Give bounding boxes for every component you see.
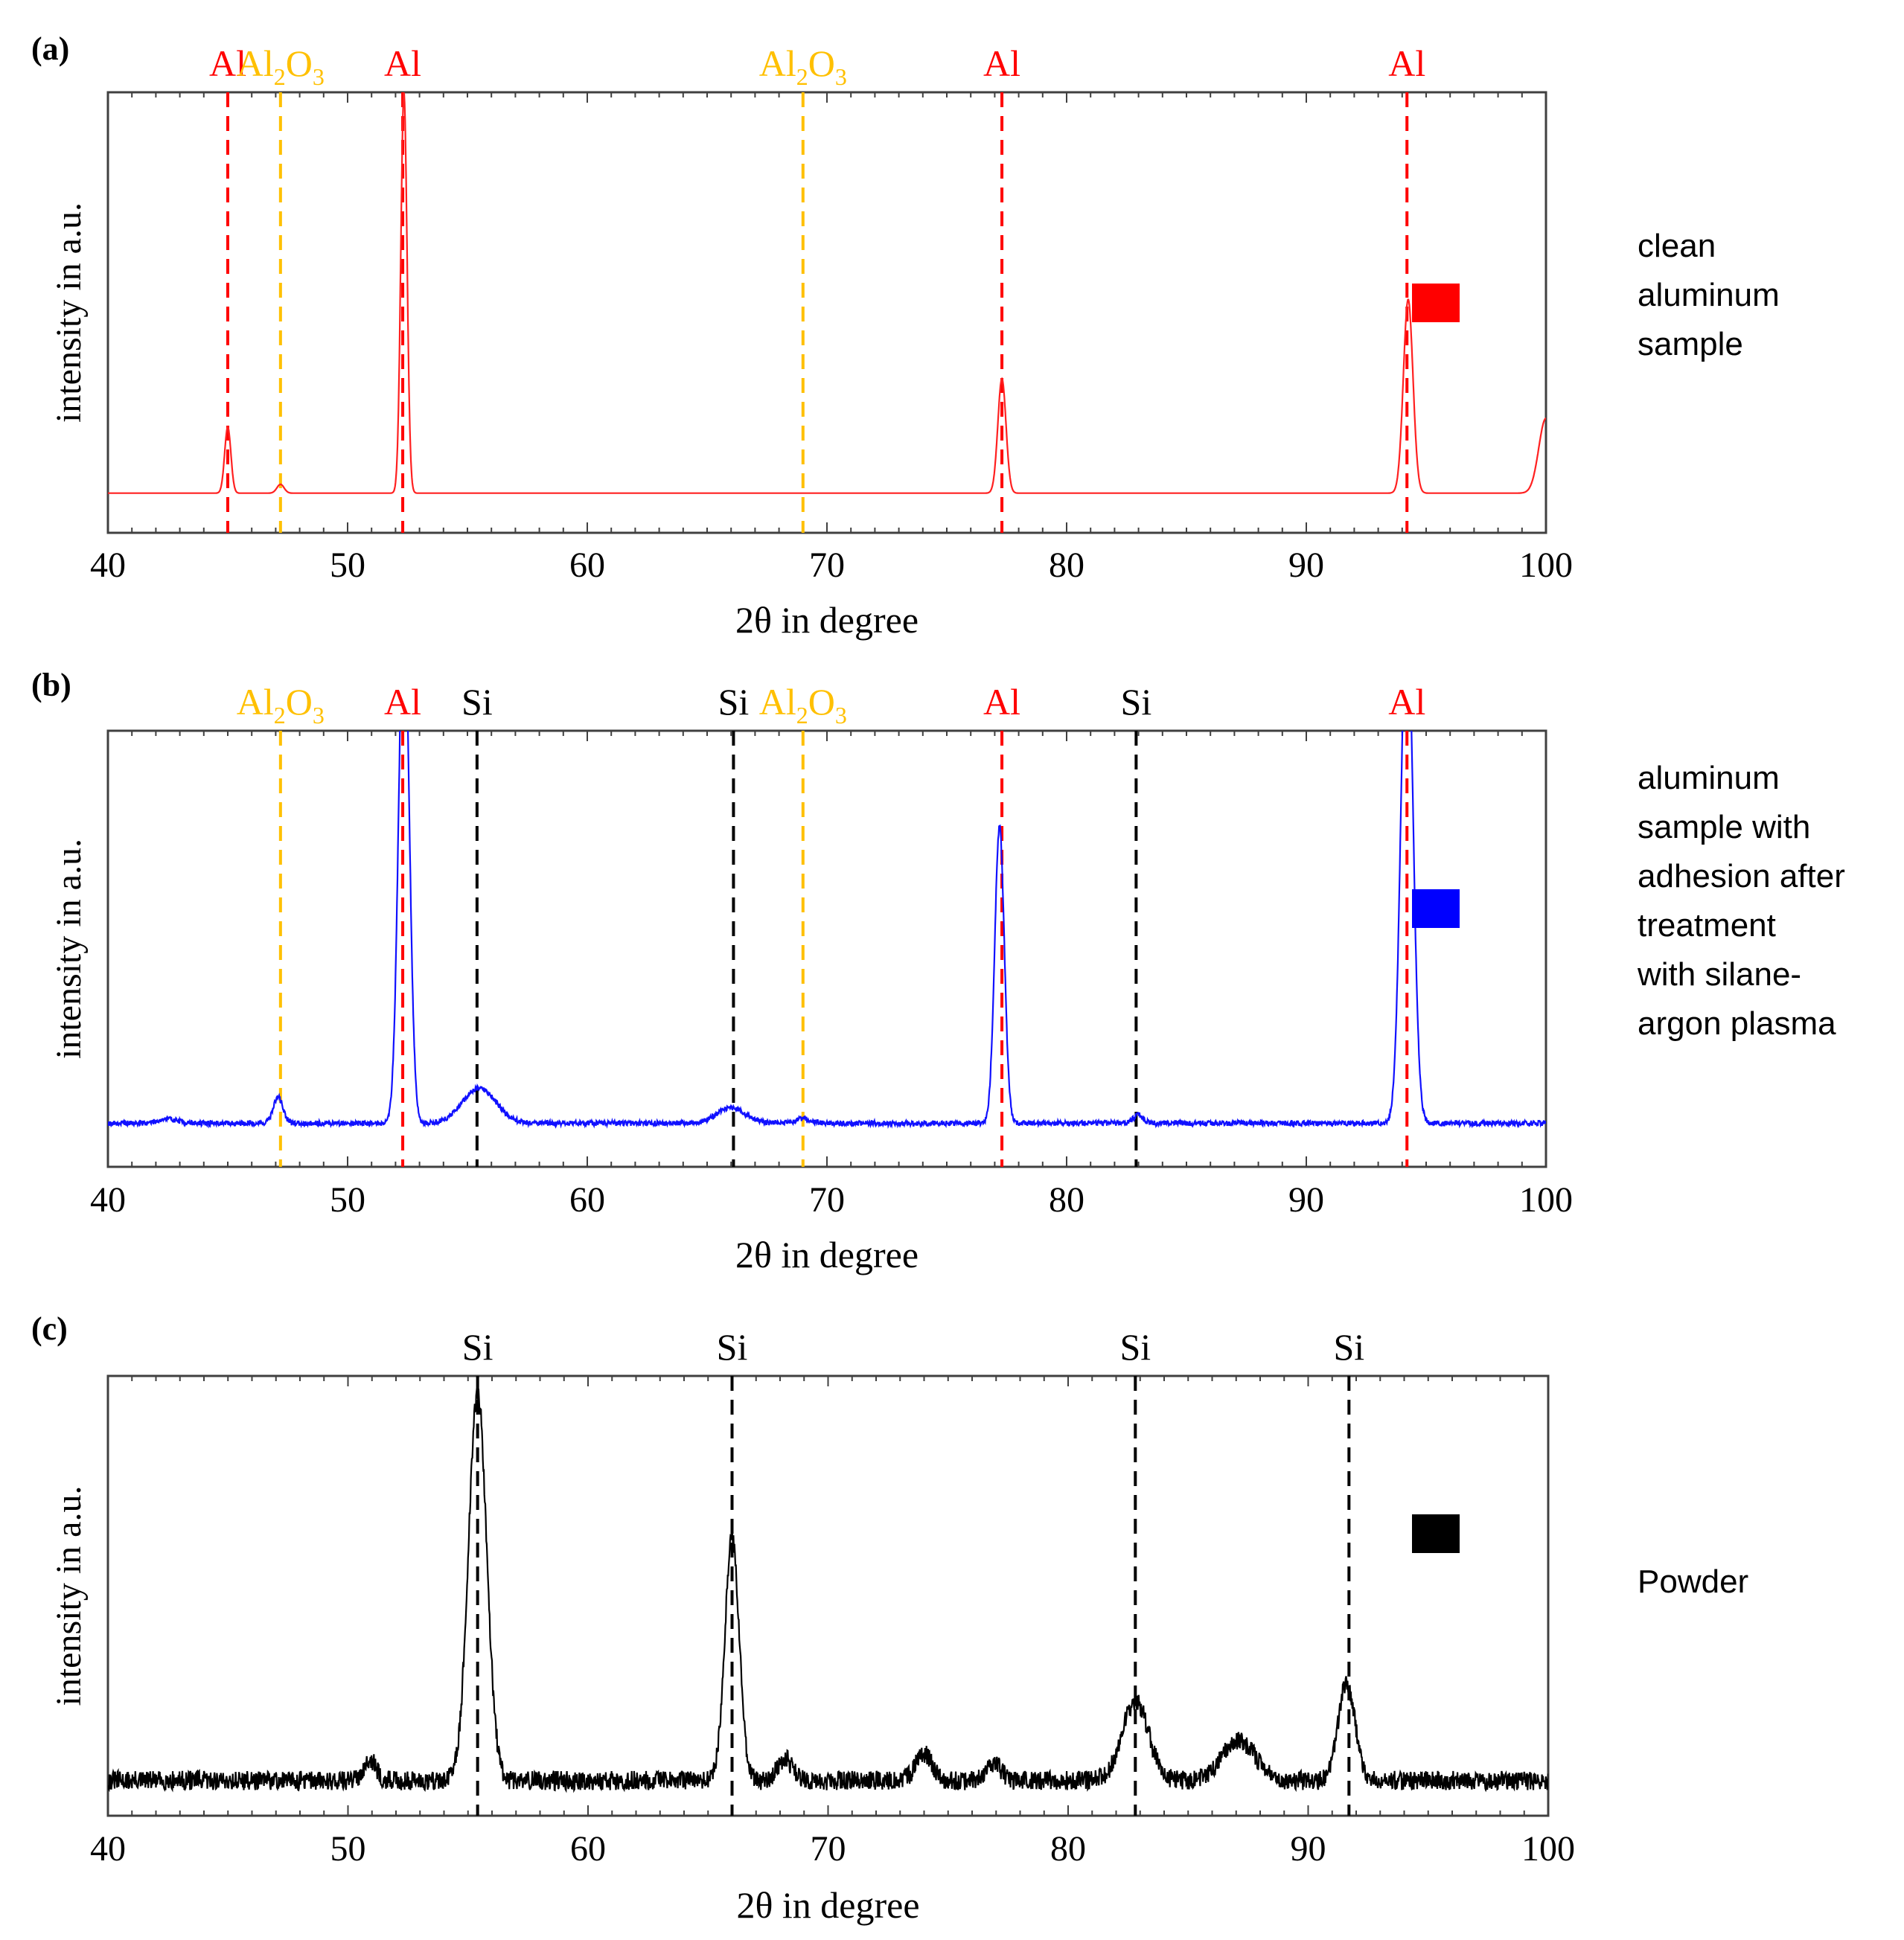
xrd-series-line [108, 731, 1546, 1129]
reference-label-al: Al [983, 42, 1020, 84]
x-tick-label: 40 [90, 1829, 126, 1869]
x-tick-label: 100 [1519, 1180, 1573, 1220]
reference-label-al2o3: Al2O3 [759, 681, 847, 729]
reference-label-si: Si [461, 681, 493, 723]
y-axis-label: intensity in a.u. [49, 202, 89, 423]
legend: clean aluminum sample [1412, 228, 1780, 362]
x-tick-label: 90 [1291, 1829, 1326, 1869]
x-axis-label: 2θ in degree [736, 1884, 919, 1926]
legend-swatch [1412, 889, 1460, 928]
reference-label-si: Si [1121, 681, 1152, 723]
x-tick-label: 80 [1050, 1829, 1086, 1869]
x-tick-label: 90 [1288, 545, 1324, 585]
panel-label: (b) [31, 667, 71, 703]
reference-label-al: Al [1388, 681, 1425, 723]
panel-label: (c) [31, 1310, 68, 1347]
plot-frame [106, 729, 1547, 1168]
x-tick-label: 80 [1049, 545, 1084, 585]
legend-label: aluminum [1638, 277, 1780, 313]
x-tick-label: 40 [90, 545, 126, 585]
legend-swatch [1412, 284, 1460, 322]
panel-a: (a) 40 50 60 70 80 90 100 2θ in degree intensity … [31, 31, 1780, 641]
plot-frame [106, 91, 1547, 534]
x-axis-label: 2θ in degree [735, 599, 919, 641]
x-tick-label: 70 [809, 545, 845, 585]
reference-label-al2o3: Al2O3 [759, 42, 847, 90]
legend-swatch [1412, 1514, 1460, 1553]
legend-label: sample with [1638, 809, 1810, 845]
reference-label-al2o3: Al2O3 [237, 681, 325, 729]
reference-label-al: Al [209, 42, 246, 84]
x-tick-label: 70 [809, 1180, 845, 1220]
reference-label-al: Al [384, 681, 421, 723]
xrd-series-line [108, 92, 1546, 494]
x-tick-label: 60 [569, 545, 605, 585]
legend-label: sample [1638, 326, 1743, 362]
x-tick-label: 60 [569, 1180, 605, 1220]
legend-label: with silane- [1637, 956, 1801, 993]
xrd-series-line [108, 1388, 1548, 1793]
reference-label-al2o3: Al2O3 [237, 42, 325, 90]
reference-label-si: Si [462, 1326, 493, 1368]
panel-b: (b) 40 50 60 70 80 90 100 2θ in degree intensity … [31, 667, 1845, 1275]
legend-label: adhesion after [1638, 858, 1845, 894]
legend-label: clean [1638, 228, 1716, 264]
legend: Powder [1412, 1514, 1748, 1600]
reference-label-si: Si [1119, 1326, 1151, 1368]
x-tick-label: 50 [330, 1829, 366, 1869]
x-tick-label: 50 [330, 1180, 365, 1220]
x-tick-label: 100 [1521, 1829, 1575, 1869]
reference-label-al: Al [1388, 42, 1425, 84]
reference-label-si: Si [1333, 1326, 1364, 1368]
reference-label-si: Si [717, 1326, 748, 1368]
x-axis-label: 2θ in degree [735, 1234, 919, 1275]
reference-label-si: Si [718, 681, 750, 723]
y-axis-label: intensity in a.u. [49, 1486, 89, 1706]
reference-label-al: Al [983, 681, 1020, 723]
legend-label: aluminum [1638, 760, 1780, 796]
legend-label: Powder [1638, 1563, 1748, 1600]
y-axis-label: intensity in a.u. [49, 839, 89, 1059]
x-tick-label: 100 [1519, 545, 1573, 585]
x-tick-label: 40 [90, 1180, 126, 1220]
reference-label-al: Al [384, 42, 421, 84]
legend-label: argon plasma [1638, 1005, 1836, 1042]
x-tick-label: 70 [811, 1829, 846, 1869]
x-tick-label: 50 [330, 545, 365, 585]
legend: aluminum sample with adhesion after treatme… [1412, 760, 1845, 1042]
x-tick-label: 80 [1049, 1180, 1084, 1220]
x-tick-label: 90 [1288, 1180, 1324, 1220]
x-tick-label: 60 [570, 1829, 606, 1869]
panel-label: (a) [31, 31, 69, 67]
panel-c: (c) 40 50 60 70 80 90 100 2θ in degree intensity … [31, 1310, 1748, 1926]
legend-label: treatment [1638, 907, 1776, 944]
